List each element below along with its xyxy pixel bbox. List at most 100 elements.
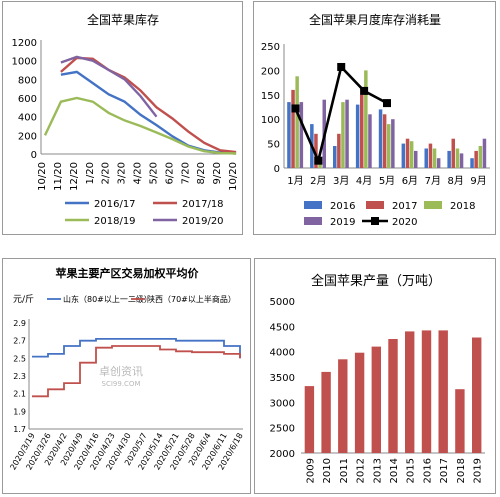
x-tick-label: 8/20 xyxy=(196,162,207,184)
legend-label: 2016 xyxy=(330,201,355,212)
y-tick-label: 2.3 xyxy=(13,372,26,381)
bar-2009 xyxy=(304,386,315,453)
bar-2017 xyxy=(314,133,318,168)
x-tick-label: 1月 xyxy=(287,175,303,187)
y-tick-label: 3000 xyxy=(270,398,295,409)
x-tick-label: 11/20 xyxy=(53,162,64,191)
monthly-consumption-chart: 全国苹果月度库存消耗量 0 50 100 150 200 250 1月 2月 3月 4月 5月 6月 7月… xyxy=(261,12,490,228)
x-tick-label: 7月 xyxy=(425,175,441,187)
y-tick-label: 1.9 xyxy=(13,407,26,416)
x-tick-label: 2017 xyxy=(439,458,450,483)
chart-title: 全国苹果月度库存消耗量 xyxy=(309,12,441,27)
x-tick-label: 3月 xyxy=(333,175,349,187)
bar-2010 xyxy=(321,371,331,453)
y-tick-label: 0 xyxy=(274,164,280,175)
x-tick-label: 6/20 xyxy=(164,162,175,184)
bar-2016 xyxy=(470,158,474,168)
legend-label: 2017/18 xyxy=(182,199,224,210)
x-tick-label: 9月 xyxy=(470,175,486,187)
x-tick-label: 2019 xyxy=(473,458,484,483)
chart-title: 苹果主要产区交易加权平均价 xyxy=(56,266,200,280)
x-tick-label: 2011 xyxy=(339,458,350,483)
bar-2018 xyxy=(455,148,460,168)
bar-2017 xyxy=(382,114,387,168)
y-tick-label: 1200 xyxy=(12,38,37,49)
y-tick-label: 2.5 xyxy=(13,354,26,363)
x-tick-label: 5/20 xyxy=(148,162,159,184)
bar-2017 xyxy=(428,143,433,168)
y-tick-label: 400 xyxy=(18,113,37,124)
bar-2016 xyxy=(401,143,406,168)
bar-2019 xyxy=(345,99,349,168)
bar-2019 xyxy=(436,158,441,168)
bar-2019 xyxy=(368,114,372,168)
x-tick-label: 2012 xyxy=(356,458,367,483)
y-tick-label: 0 xyxy=(31,150,37,161)
y-axis-unit: 元/斤 xyxy=(13,294,34,305)
series-line-2018-19 xyxy=(43,96,237,155)
point-2020 xyxy=(337,62,346,71)
x-tick-label: 10/20 xyxy=(37,162,48,191)
x-tick-label: 7/20 xyxy=(180,162,191,184)
bar-2016 xyxy=(424,148,428,168)
bar-2017 xyxy=(291,89,295,168)
point-2020 xyxy=(360,86,369,95)
inventory-chart: 全国苹果库存 0 200 400 600 800 1000 1200 10/20 11/20 12/… xyxy=(12,12,240,227)
point-2020 xyxy=(314,156,323,165)
bar-2019 xyxy=(482,138,487,168)
x-tick-label: 4/20 xyxy=(133,162,144,184)
production-chart: 全国苹果产量（万吨） 2000 2500 3000 3500 4000 4500 5000 20… xyxy=(270,273,485,483)
series-line-2016-17 xyxy=(60,70,237,155)
y-tick-label: 600 xyxy=(18,94,37,105)
point-2020 xyxy=(383,99,391,108)
x-tick-label: 2016 xyxy=(422,458,433,483)
y-tick-label: 2500 xyxy=(270,424,295,435)
bar-2018 xyxy=(387,124,391,168)
legend-label: 2020 xyxy=(392,217,417,228)
bar-2017 xyxy=(438,330,448,453)
bar-2018 xyxy=(455,389,465,453)
inventory-chart-panel: 全国苹果库存 0 200 400 600 800 1000 1200 10/20 11/20 12/… xyxy=(2,1,243,235)
legend-label: 2019 xyxy=(330,217,355,228)
production-chart-panel: 全国苹果产量（万吨） 2000 2500 3000 3500 4000 4500 5000 20… xyxy=(254,258,496,494)
y-tick-label: 2.1 xyxy=(13,390,26,399)
legend-swatch xyxy=(304,201,322,209)
point-2020 xyxy=(291,104,300,113)
x-tick-label: 8月 xyxy=(447,175,463,187)
bar-2016 xyxy=(355,104,360,168)
bar-2016 xyxy=(333,146,337,168)
y-tick-label: 50 xyxy=(267,140,280,151)
bar-2018 xyxy=(432,148,437,168)
chart-title: 全国苹果库存 xyxy=(87,12,159,27)
legend-label: 陕西（70#以上半商品） xyxy=(147,294,236,304)
bar-2018 xyxy=(295,76,299,168)
monthly-consumption-chart-panel: 全国苹果月度库存消耗量 0 50 100 150 200 250 1月 2月 3月 4月 5月 6月 7月… xyxy=(253,1,496,235)
y-tick-label: 3500 xyxy=(270,373,295,384)
bar-2018 xyxy=(409,141,414,168)
bar-2019 xyxy=(472,337,482,453)
legend-marker xyxy=(371,217,379,225)
x-tick-label: 2014 xyxy=(389,458,400,483)
y-tick-label: 100 xyxy=(261,115,280,126)
y-tick-label: 150 xyxy=(261,91,280,102)
legend-label: 2018/19 xyxy=(94,216,136,227)
bar-2019 xyxy=(459,153,464,168)
y-tick-label: 2000 xyxy=(270,449,295,460)
legend-label: 2016/17 xyxy=(94,199,136,210)
bar-2016 xyxy=(378,109,383,168)
x-tick-label: 2月 xyxy=(310,175,326,187)
y-tick-label: 800 xyxy=(18,75,37,86)
bar-2017 xyxy=(337,133,341,168)
x-tick-label: 9/20 xyxy=(212,162,223,184)
bar-2013 xyxy=(371,346,381,453)
series-line xyxy=(32,345,241,398)
bar-2016 xyxy=(421,330,432,453)
bar-2016 xyxy=(447,150,451,168)
x-tick-label: 2/20 xyxy=(101,162,112,184)
x-tick-label: 3/20 xyxy=(117,162,128,184)
x-tick-label: 10/20 xyxy=(228,162,239,191)
legend-label: 2017 xyxy=(392,201,417,212)
x-tick-label: 2009 xyxy=(305,458,316,483)
y-tick-label: 5000 xyxy=(270,297,295,308)
